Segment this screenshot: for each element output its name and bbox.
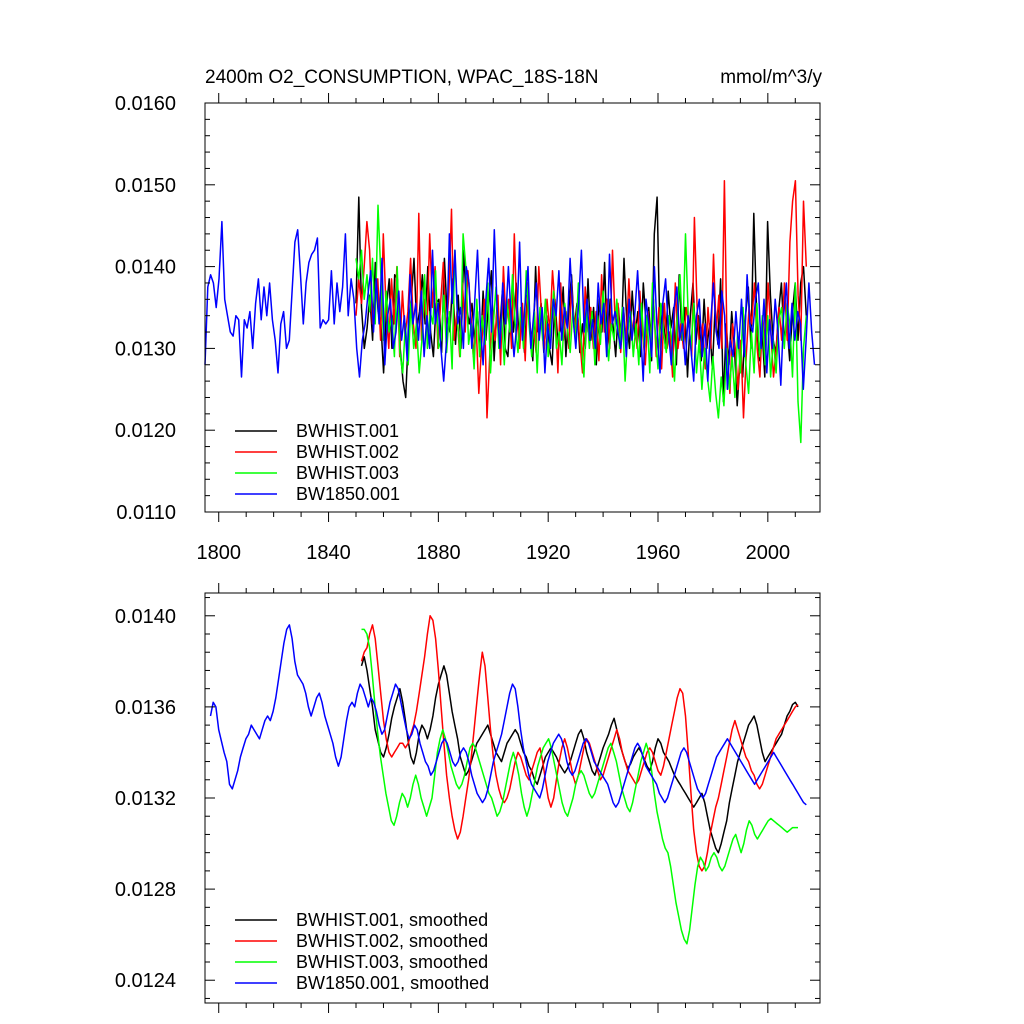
series-line-3	[361, 628, 798, 945]
chart-units: mmol/m^3/y	[720, 67, 822, 88]
y-tick-label: 0.0124	[115, 970, 176, 992]
x-tick-label: 2000	[746, 542, 791, 564]
series-lines	[204, 179, 816, 444]
top-panel: 2400m O2_CONSUMPTION, WPAC_18S-18N mmol/…	[115, 67, 823, 564]
y-tick-label: 0.0130	[115, 338, 176, 360]
series-line-1	[360, 656, 799, 854]
axis-ticks: 0.0124 0.0128 0.0132 0.0136 0.0140	[115, 583, 820, 1013]
y-tick-label: 0.0140	[115, 606, 176, 628]
x-tick-label: 1840	[306, 542, 351, 564]
y-tick-label: 0.0136	[115, 697, 176, 719]
legend-label: BWHIST.002, smoothed	[296, 931, 488, 951]
y-tick-label: 0.0120	[115, 420, 176, 442]
bottom-panel: 0.0124 0.0128 0.0132 0.0136 0.0140 BWHIST.00…	[115, 583, 821, 1013]
y-tick-label: 0.0150	[115, 175, 176, 197]
axis-ticks: 0.0110 0.0120 0.0130 0.0140 0.0150 0.0160 1800…	[115, 93, 820, 564]
y-tick-label: 0.0110	[116, 502, 176, 524]
x-tick-label: 1920	[526, 542, 571, 564]
series-line-4	[209, 624, 807, 808]
y-tick-label: 0.0160	[115, 93, 176, 115]
plot-frame	[204, 592, 821, 1004]
chart-title: 2400m O2_CONSUMPTION, WPAC_18S-18N	[205, 67, 599, 88]
series-line-3	[355, 204, 808, 444]
series-line-4	[204, 220, 816, 391]
y-tick-label: 0.0132	[115, 788, 176, 810]
y-tick-label: 0.0140	[115, 257, 176, 279]
legend-label: BWHIST.002	[296, 442, 399, 462]
legend-label: BW1850.001, smoothed	[296, 973, 489, 993]
x-tick-label: 1960	[636, 542, 681, 564]
legend-label: BWHIST.001	[296, 421, 399, 441]
legend-label: BWHIST.003	[296, 463, 399, 483]
y-tick-label: 0.0128	[115, 879, 176, 901]
legend-label: BWHIST.001, smoothed	[296, 910, 488, 930]
x-tick-label: 1800	[196, 542, 241, 564]
x-tick-label: 1880	[416, 542, 461, 564]
series-line-2	[360, 615, 799, 872]
legend-label: BWHIST.003, smoothed	[296, 952, 488, 972]
legend-label: BW1850.001	[296, 484, 400, 504]
plot-frame	[204, 102, 821, 513]
series-lines	[209, 615, 807, 945]
